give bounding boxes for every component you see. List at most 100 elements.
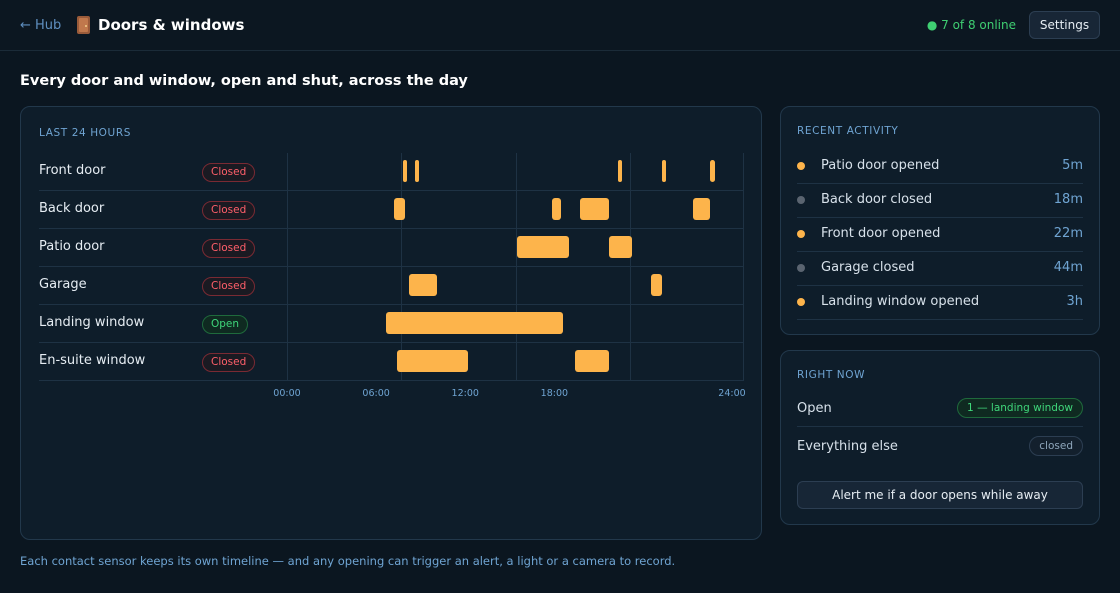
activity-text: Front door opened: [821, 226, 941, 241]
gridline: [743, 343, 744, 380]
timeline-card: Last 24 hours Front door Closed Back door C…: [20, 106, 762, 540]
status-badge: Open: [202, 315, 249, 334]
everything-else-label: Everything else: [797, 439, 898, 454]
activity-time: 18m: [1053, 192, 1083, 207]
activity-time: 5m: [1062, 158, 1083, 173]
open-interval-bar[interactable]: [403, 160, 408, 182]
status-badge: Closed: [202, 163, 256, 182]
gridline: [515, 267, 517, 304]
timeline-card-label: Last 24 hours: [39, 127, 131, 139]
axis-tick-label: 06:00: [362, 388, 390, 399]
open-interval-bar[interactable]: [580, 198, 609, 220]
activity-time: 3h: [1066, 294, 1083, 309]
status-badge: Closed: [202, 277, 256, 296]
open-interval-bar[interactable]: [393, 198, 406, 220]
activity-item[interactable]: Garage closed 44m: [797, 252, 1083, 286]
sensor-name: Patio door: [39, 239, 105, 254]
activity-text: Patio door opened: [821, 158, 940, 173]
open-label: Open: [797, 401, 832, 416]
activity-item[interactable]: Patio door opened 5m: [797, 150, 1083, 184]
sensor-name: En-suite window: [39, 353, 146, 368]
activity-dot-icon: [797, 162, 805, 170]
right-now-label: Right now: [797, 369, 866, 381]
open-interval-bar[interactable]: [408, 274, 438, 296]
gridline: [401, 267, 403, 304]
open-value-badge: 1 — landing window: [957, 398, 1083, 418]
gridline: [287, 153, 288, 190]
open-interval-bar[interactable]: [574, 350, 609, 372]
timeline-row[interactable]: Landing window Open: [39, 305, 744, 343]
gridline: [515, 153, 517, 190]
sensor-track: [287, 153, 744, 190]
open-summary-row: Open 1 — landing window: [797, 389, 1083, 427]
sensor-name: Front door: [39, 163, 106, 178]
page-heading: Every door and window, open and shut, ac…: [20, 73, 468, 89]
axis-tick-label: 00:00: [273, 388, 301, 399]
footer-note: Each contact sensor keeps its own timeli…: [20, 554, 676, 568]
open-interval-bar[interactable]: [709, 160, 716, 182]
activity-item[interactable]: Landing window opened 3h: [797, 286, 1083, 320]
everything-else-row: Everything else closed: [797, 427, 1083, 465]
gridline: [629, 153, 631, 190]
timeline-row[interactable]: Front door Closed: [39, 153, 744, 191]
activity-dot-icon: [797, 298, 805, 306]
back-to-hub-link[interactable]: ← Hub: [20, 18, 62, 33]
right-now-card: Right now Open 1 — landing window Everyt…: [780, 350, 1100, 525]
sensor-track: [287, 343, 744, 380]
timeline-row[interactable]: En-suite window Closed: [39, 343, 744, 381]
activity-text: Back door closed: [821, 192, 933, 207]
sensor-track: [287, 267, 744, 304]
gridline: [629, 343, 631, 380]
open-interval-bar[interactable]: [551, 198, 562, 220]
page-title: Doors & windows: [98, 16, 245, 34]
gridline: [515, 343, 517, 380]
activity-time: 44m: [1053, 260, 1083, 275]
gridline: [287, 343, 288, 380]
axis-tick-label: 18:00: [540, 388, 569, 399]
open-interval-bar[interactable]: [618, 160, 623, 182]
status-badge: Closed: [202, 201, 256, 220]
open-interval-bar[interactable]: [414, 160, 419, 182]
gridline: [629, 305, 631, 342]
gridline: [401, 229, 403, 266]
open-interval-bar[interactable]: [650, 274, 663, 296]
gridline: [743, 191, 744, 228]
open-interval-bar[interactable]: [608, 236, 632, 258]
activity-text: Landing window opened: [821, 294, 980, 309]
timeline-row[interactable]: Garage Closed: [39, 267, 744, 305]
recent-activity-label: Recent activity: [797, 125, 899, 137]
open-interval-bar[interactable]: [397, 350, 468, 372]
sensor-track: [287, 191, 744, 228]
gridline: [287, 267, 288, 304]
open-interval-bar[interactable]: [517, 236, 569, 258]
settings-button[interactable]: Settings: [1029, 11, 1100, 39]
open-interval-bar[interactable]: [692, 198, 710, 220]
gridline: [743, 305, 744, 342]
activity-item[interactable]: Front door opened 22m: [797, 218, 1083, 252]
everything-else-badge: closed: [1029, 436, 1083, 456]
gridline: [515, 229, 517, 266]
gridline: [743, 267, 744, 304]
activity-time: 22m: [1053, 226, 1083, 241]
away-alert-button[interactable]: Alert me if a door opens while away: [797, 481, 1083, 509]
timeline-row[interactable]: Patio door Closed: [39, 229, 744, 267]
activity-dot-icon: [797, 230, 805, 238]
sensor-name: Back door: [39, 201, 105, 216]
open-interval-bar[interactable]: [662, 160, 667, 182]
online-status: ● 7 of 8 online: [926, 18, 1016, 32]
activity-item[interactable]: Back door closed 18m: [797, 184, 1083, 218]
activity-dot-icon: [797, 196, 805, 204]
gridline: [629, 191, 631, 228]
top-bar: ← Hub Doors & windows ● 7 of 8 online Se…: [0, 0, 1120, 51]
activity-dot-icon: [797, 264, 805, 272]
timeline-row[interactable]: Back door Closed: [39, 191, 744, 229]
gridline: [287, 229, 288, 266]
status-badge: Closed: [202, 239, 256, 258]
sensor-name: Landing window: [39, 315, 145, 330]
axis-tick-label: 12:00: [451, 388, 479, 399]
gridline: [743, 229, 744, 266]
door-icon: [77, 16, 90, 34]
sensor-track: [287, 229, 744, 266]
open-interval-bar[interactable]: [386, 312, 564, 334]
sensor-name: Garage: [39, 277, 87, 292]
